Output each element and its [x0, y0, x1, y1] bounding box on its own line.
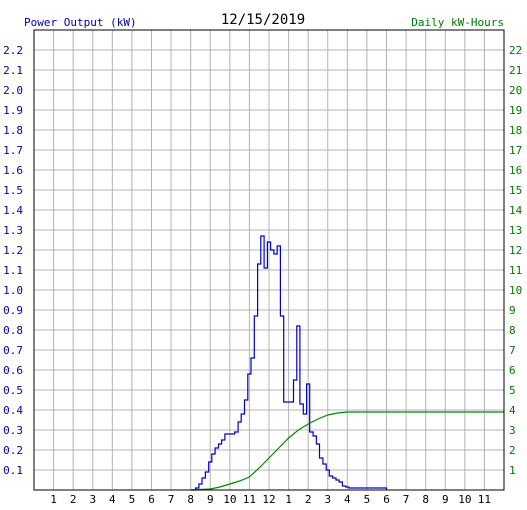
y2-tick-label: 2	[509, 444, 516, 457]
x-tick-label: 5	[364, 493, 371, 506]
x-tick-label: 6	[383, 493, 390, 506]
y-tick-label: 0.4	[3, 404, 23, 417]
y2-tick-label: 4	[509, 404, 516, 417]
y2-tick-label: 11	[509, 264, 522, 277]
y-tick-label: 0.8	[3, 324, 23, 337]
y2-tick-label: 7	[509, 344, 516, 357]
y2-tick-label: 17	[509, 144, 522, 157]
x-tick-label: 9	[442, 493, 449, 506]
right-axis-title: Daily kW-Hours	[411, 16, 504, 29]
y-tick-label: 2.2	[3, 44, 23, 57]
y-tick-label: 1.4	[3, 204, 23, 217]
y2-tick-label: 15	[509, 184, 522, 197]
x-tick-label: 11	[478, 493, 491, 506]
y-tick-label: 0.3	[3, 424, 23, 437]
y-tick-label: 0.6	[3, 364, 23, 377]
y2-tick-label: 19	[509, 104, 522, 117]
y-tick-label: 1.7	[3, 144, 23, 157]
y-tick-label: 1.0	[3, 284, 23, 297]
x-tick-label: 3	[89, 493, 96, 506]
y2-tick-label: 16	[509, 164, 522, 177]
y2-tick-label: 18	[509, 124, 522, 137]
series-line-daily-kwh	[190, 411, 504, 491]
y-tick-label: 1.2	[3, 244, 23, 257]
chart-date-title: 12/15/2019	[221, 12, 305, 28]
y-tick-label: 2.1	[3, 64, 23, 77]
y2-tick-label: 14	[509, 204, 523, 217]
y-tick-label: 0.7	[3, 344, 23, 357]
series-line-power-output	[190, 235, 388, 491]
y2-tick-label: 12	[509, 244, 522, 257]
x-tick-label: 3	[324, 493, 331, 506]
left-axis-title: Power Output (kW)	[24, 16, 137, 29]
y2-tick-label: 10	[509, 284, 522, 297]
y2-tick-label: 6	[509, 364, 516, 377]
y-tick-label: 1.3	[3, 224, 23, 237]
y2-tick-label: 20	[509, 84, 522, 97]
x-tick-label: 8	[187, 493, 194, 506]
y-tick-label: 0.5	[3, 384, 23, 397]
y-tick-label: 0.9	[3, 304, 23, 317]
y-tick-label: 0.2	[3, 444, 23, 457]
x-tick-label: 2	[305, 493, 312, 506]
plot-frame	[33, 29, 505, 491]
y2-tick-label: 22	[509, 44, 522, 57]
y2-tick-label: 9	[509, 304, 516, 317]
x-tick-label: 2	[70, 493, 77, 506]
y-tick-label: 1.9	[3, 104, 23, 117]
x-tick-label: 4	[344, 493, 351, 506]
x-tick-label: 1	[50, 493, 57, 506]
y-tick-label: 1.5	[3, 184, 23, 197]
y-tick-label: 1.8	[3, 124, 23, 137]
y2-tick-label: 3	[509, 424, 516, 437]
y2-tick-label: 21	[509, 64, 522, 77]
grid-lines	[34, 30, 504, 490]
x-tick-label: 10	[458, 493, 471, 506]
x-tick-label: 11	[243, 493, 256, 506]
x-tick-label: 7	[168, 493, 175, 506]
y2-tick-label: 13	[509, 224, 522, 237]
x-tick-label: 4	[109, 493, 116, 506]
tick-labels: 1 2 3 4 5 6 7 8 9 10 11 12 1 2 3 4 5 6 7 8 9 10 110.10.20.30.4…	[3, 44, 522, 506]
x-tick-label: 7	[403, 493, 410, 506]
x-tick-label: 12	[262, 493, 275, 506]
y-tick-label: 2.0	[3, 84, 23, 97]
series-lines	[190, 235, 504, 491]
x-tick-label: 9	[207, 493, 214, 506]
y2-tick-label: 5	[509, 384, 516, 397]
y-tick-label: 1.1	[3, 264, 23, 277]
y-tick-label: 1.6	[3, 164, 23, 177]
y-tick-label: 0.1	[3, 464, 23, 477]
x-tick-label: 6	[148, 493, 155, 506]
x-tick-label: 8	[422, 493, 429, 506]
y2-tick-label: 1	[509, 464, 516, 477]
x-tick-label: 5	[129, 493, 136, 506]
x-tick-label: 1	[285, 493, 292, 506]
y2-tick-label: 8	[509, 324, 516, 337]
x-tick-label: 10	[223, 493, 236, 506]
